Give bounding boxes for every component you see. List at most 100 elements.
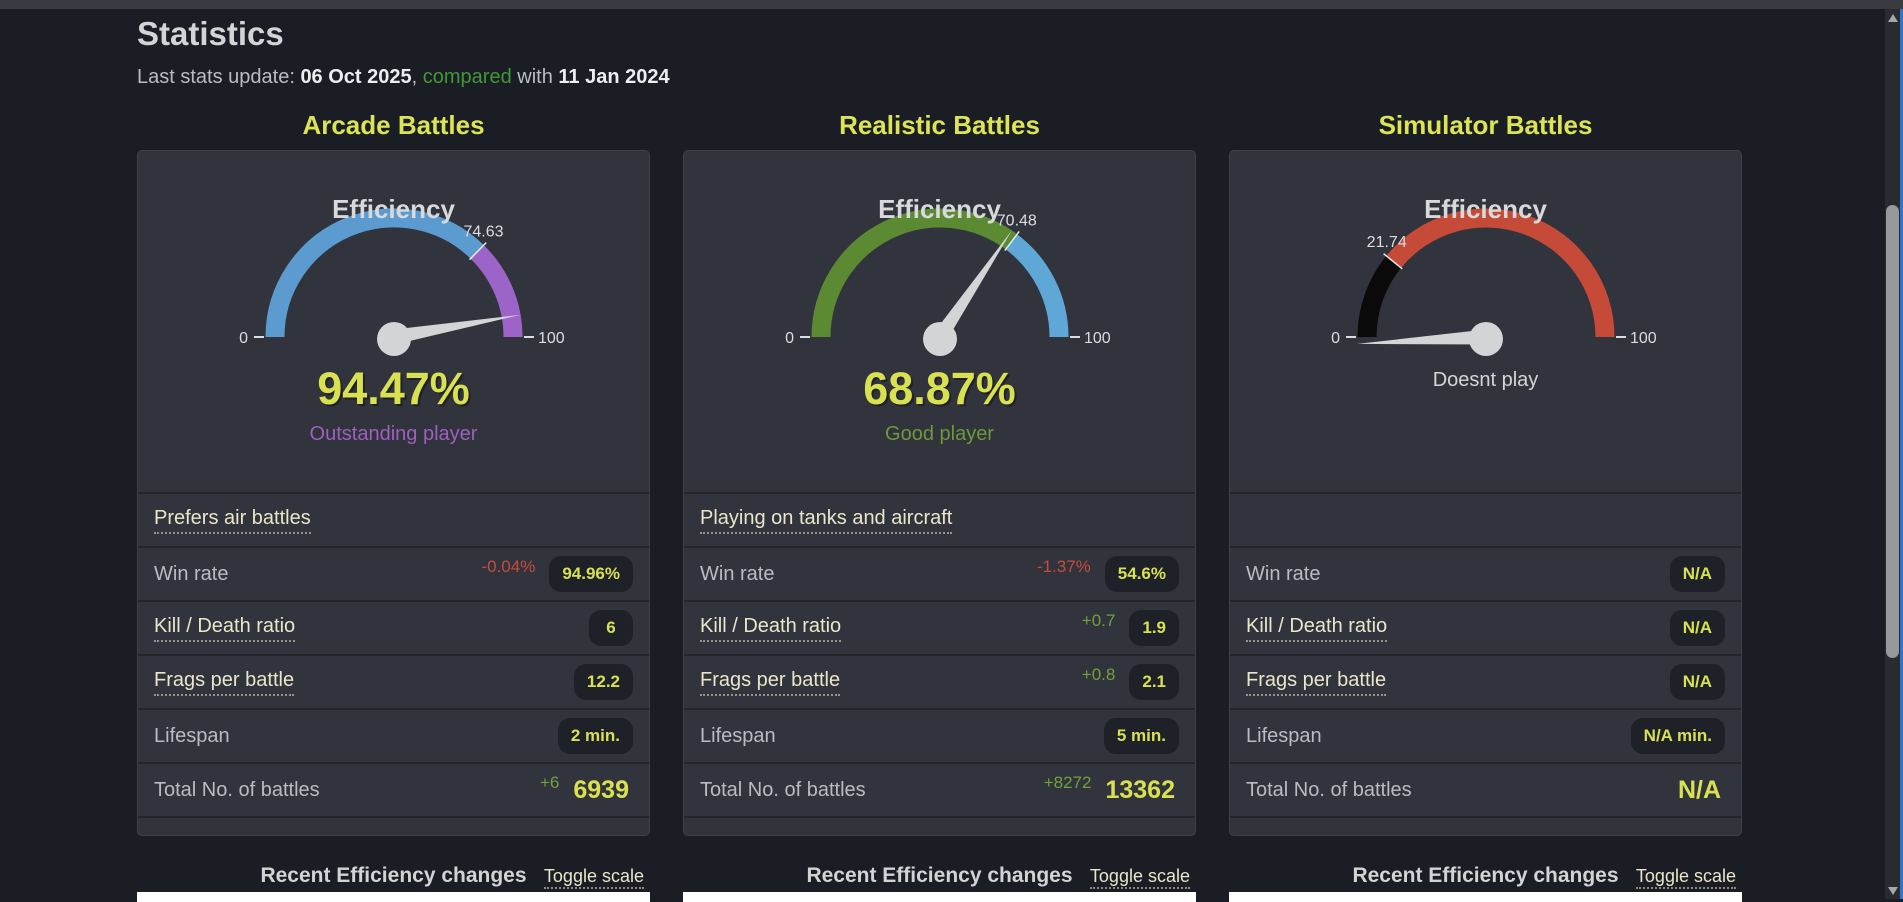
recent-efficiency-header: Recent Efficiency changes Toggle scale [137, 864, 650, 890]
player-highlight[interactable]: Prefers air battles [154, 507, 311, 534]
gauge-threshold-tick [1003, 230, 1020, 252]
gauge-needle-hub [922, 322, 957, 356]
stat-value-group: -1.37% 54.6% [1037, 556, 1179, 592]
player-highlight-row: Playing on tanks and aircraft [684, 492, 1195, 546]
gauge-title: Efficiency [1424, 194, 1547, 224]
vehicle-stats-link[interactable]: Vehicle Stats for Player [1246, 831, 1473, 835]
stat-label[interactable]: Frags per battle [700, 669, 841, 696]
stat-delta: +0.7 [1081, 611, 1116, 630]
stat-row-kill-death-ratio: Kill / Death ratio N/A [1230, 600, 1741, 654]
realistic-stats-card: Efficiency 0 100 70.48 68.87% G [683, 150, 1196, 836]
simulator-column: Simulator Battles Efficiency 0 100 21.74 [1229, 110, 1742, 902]
scrollbar-thumb[interactable] [1886, 205, 1899, 658]
stat-delta: -0.04% [481, 557, 536, 576]
efficiency-gauge-chart: 0 100 74.63 [239, 208, 565, 356]
with-text: with [511, 66, 559, 88]
stat-total-value: 13362 [1105, 775, 1175, 804]
stat-value-badge: 2.1 [1129, 664, 1179, 700]
gauge-arc-low [265, 208, 484, 338]
vertical-scrollbar[interactable] [1885, 9, 1900, 899]
stat-row-kill-death-ratio: Kill / Death ratio +0.7 1.9 [684, 600, 1195, 654]
recent-efficiency-title: Recent Efficiency changes [1352, 864, 1619, 887]
stat-row-frags-per-battle: Frags per battle +0.8 2.1 [684, 654, 1195, 708]
last-update-line: Last stats update: 06 Oct 2025, compared… [137, 66, 1742, 89]
stat-value-badge: 12.2 [573, 664, 633, 700]
gauge-threshold-tick [468, 242, 487, 261]
gauge-title: Efficiency [878, 194, 1001, 224]
scrollbar-up-arrow-icon[interactable] [1887, 14, 1898, 22]
top-bar [0, 0, 1903, 9]
gauge-needle [1356, 329, 1486, 345]
stat-value-badge: 2 min. [557, 718, 633, 754]
vehicle-stats-row: Vehicle Stats for Player [684, 816, 1195, 835]
stat-label: Win rate [154, 562, 229, 585]
gauge-arc-high [1005, 234, 1068, 338]
stat-label: Total No. of battles [1246, 778, 1412, 801]
gauge-max-label: 100 [538, 330, 565, 347]
stat-delta: +6 [539, 773, 560, 792]
stat-value-badge: N/A [1669, 664, 1725, 700]
stat-row-frags-per-battle: Frags per battle N/A [1230, 654, 1741, 708]
stat-row-total-no-of-battles: Total No. of battles +6 6939 [138, 762, 649, 816]
stat-total-value: N/A [1677, 775, 1721, 804]
arcade-efficiency-gauge: Efficiency 0 100 74.63 94.47% O [138, 184, 649, 492]
update-prefix: Last stats update: [137, 66, 301, 88]
player-highlight[interactable]: Playing on tanks and aircraft [700, 507, 953, 534]
efficiency-gauge-chart: 0 100 70.48 [785, 208, 1110, 356]
gauge-title: Efficiency [332, 194, 455, 224]
stat-row-kill-death-ratio: Kill / Death ratio 6 [138, 600, 649, 654]
gauge-arc-low [811, 208, 1017, 338]
toggle-scale-link[interactable]: Toggle scale [543, 866, 644, 889]
stat-row-lifespan: Lifespan 5 min. [684, 708, 1195, 762]
toggle-scale-link[interactable]: Toggle scale [1089, 866, 1190, 889]
gauge-min-label: 0 [1331, 330, 1340, 347]
gauge-needle-hub [1468, 322, 1503, 356]
efficiency-chart-strip [683, 892, 1196, 902]
stat-value-badge: N/A min. [1630, 718, 1725, 754]
arcade-column: Arcade Battles Efficiency 0 100 74.63 [137, 110, 650, 902]
stat-label: Total No. of battles [154, 778, 320, 801]
compared-link[interactable]: compared [422, 66, 512, 88]
stat-total-value: 6939 [573, 775, 629, 804]
comma: , [411, 66, 423, 88]
update-date: 06 Oct 2025 [300, 66, 412, 88]
stat-label[interactable]: Kill / Death ratio [700, 615, 842, 642]
toggle-scale-link[interactable]: Toggle scale [1635, 866, 1736, 889]
stat-label: Win rate [1246, 562, 1321, 585]
stat-value-badge: 1.9 [1129, 610, 1179, 646]
stat-value-group: -0.04% 94.96% [481, 556, 633, 592]
realistic-column: Realistic Battles Efficiency 0 100 70.48 [683, 110, 1196, 902]
column-title-arcade: Arcade Battles [302, 110, 485, 140]
vehicle-stats-row: Vehicle Stats for Player [138, 816, 649, 835]
vehicle-stats-row: Vehicle Stats for Player [1230, 816, 1741, 835]
stat-value-group: N/A [1669, 556, 1725, 592]
stat-label[interactable]: Frags per battle [154, 669, 295, 696]
vehicle-stats-link[interactable]: Vehicle Stats for Player [700, 831, 927, 835]
scrollbar-down-arrow-icon[interactable] [1887, 887, 1898, 895]
recent-efficiency-title: Recent Efficiency changes [260, 864, 527, 887]
column-title-simulator: Simulator Battles [1378, 110, 1593, 140]
stat-label[interactable]: Frags per battle [1246, 669, 1387, 696]
stat-label: Lifespan [154, 724, 230, 747]
stat-label: Lifespan [700, 724, 776, 747]
stat-row-frags-per-battle: Frags per battle 12.2 [138, 654, 649, 708]
stat-row-win-rate: Win rate -0.04% 94.96% [138, 546, 649, 600]
stats-table: Win rate N/A Kill / Death ratio N/A Frags pe… [1230, 546, 1741, 816]
stat-delta: -1.37% [1036, 557, 1091, 576]
efficiency-value: 68.87% [863, 363, 1016, 414]
vehicle-stats-link[interactable]: Vehicle Stats for Player [154, 831, 381, 835]
efficiency-value: 94.47% [317, 363, 470, 414]
recent-efficiency-header: Recent Efficiency changes Toggle scale [1229, 864, 1742, 890]
compared-date: 11 Jan 2024 [558, 66, 670, 88]
statistics-page: Statistics Last stats update: 06 Oct 202… [137, 9, 1742, 902]
stat-label[interactable]: Kill / Death ratio [154, 615, 296, 642]
stat-label[interactable]: Kill / Death ratio [1246, 615, 1388, 642]
stat-delta: +8272 [1043, 773, 1092, 792]
stat-value-group: N/A min. [1630, 718, 1725, 754]
gauge-needle [392, 314, 521, 345]
stats-table: Win rate -1.37% 54.6% Kill / Death ratio +0.… [684, 546, 1195, 816]
gauge-needle [933, 230, 1012, 342]
gauge-needle-hub [376, 322, 411, 356]
stat-row-lifespan: Lifespan 2 min. [138, 708, 649, 762]
efficiency-gauge-chart: 0 100 21.74 [1331, 208, 1656, 356]
